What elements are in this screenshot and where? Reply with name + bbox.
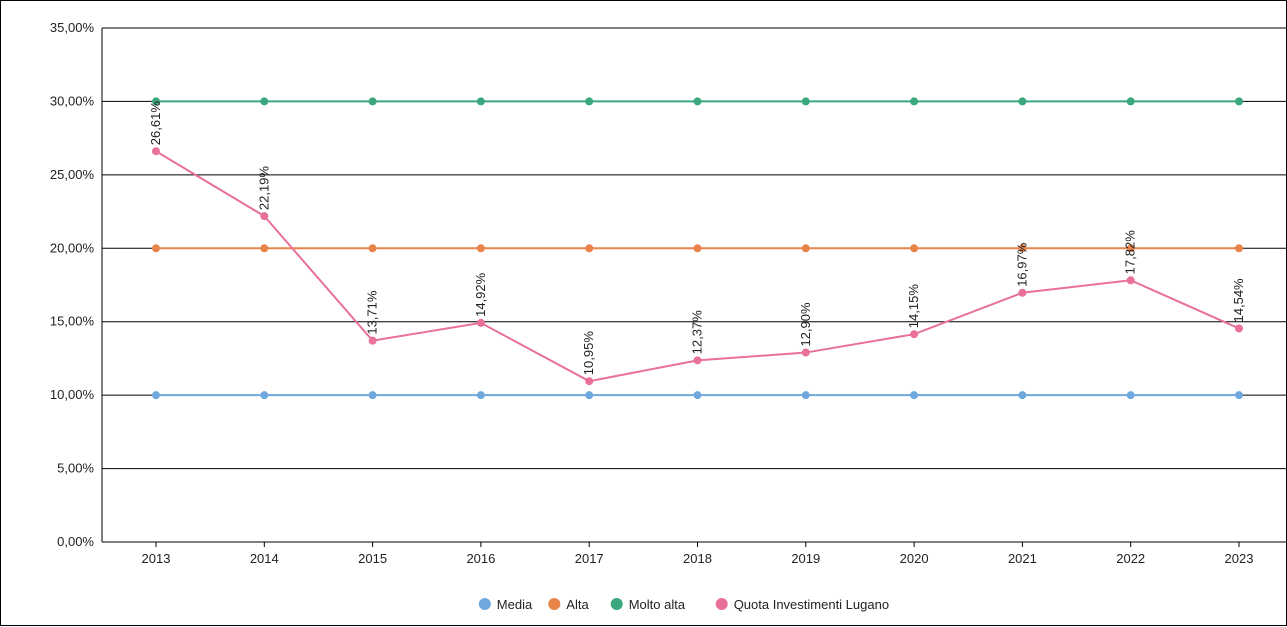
data-point-media [1235, 391, 1243, 400]
data-point-quota-investimenti-lugano [260, 212, 269, 221]
data-point-quota-investimenti-lugano [1126, 276, 1135, 285]
data-point-quota-investimenti-lugano [801, 348, 810, 357]
x-tick-label: 2018 [683, 551, 712, 566]
data-label: 14,54% [1231, 278, 1246, 323]
data-point-alta [476, 244, 485, 253]
legend: Media Alta Molto alta Quota Investimenti Lu… [478, 597, 889, 612]
data-point-alta [585, 244, 594, 253]
y-tick-label: 5,00% [57, 461, 94, 476]
x-tick-label: 2019 [791, 551, 820, 566]
data-point-quota-investimenti-lugano [693, 356, 702, 365]
data-label: 22,19% [256, 166, 271, 211]
data-point-alta [1126, 244, 1135, 253]
x-tick-label: 2017 [575, 551, 604, 566]
x-tick-label: 2016 [466, 551, 495, 566]
legend-marker-quota-investimenti-lugano [715, 598, 728, 610]
legend-label-alta: Alta [566, 597, 589, 612]
data-label: 14,15% [906, 284, 921, 329]
legend-label-molto-alta: Molto alta [629, 597, 686, 612]
x-tick-label: 2020 [900, 551, 929, 566]
data-label: 14,92% [473, 272, 488, 317]
data-point-quota-investimenti-lugano [585, 377, 594, 386]
y-tick-label: 10,00% [50, 387, 95, 402]
data-point-molto-alta [152, 97, 160, 106]
data-point-media [910, 391, 919, 400]
data-label: 17,82% [1123, 230, 1138, 275]
data-point-quota-investimenti-lugano [910, 330, 919, 339]
data-labels: 26,61% 22,19% 13,71% 14,92% 10,95% 12,37% 12,9… [148, 101, 1246, 376]
data-point-media [152, 391, 160, 400]
data-point-alta [260, 244, 269, 253]
data-point-alta [801, 244, 810, 253]
data-label: 16,97% [1014, 242, 1029, 287]
data-point-alta [368, 244, 377, 253]
y-tick-label: 35,00% [50, 20, 95, 35]
data-point-media [368, 391, 377, 400]
series-group [152, 97, 1243, 400]
legend-marker-media [478, 598, 491, 610]
gridlines [102, 27, 1287, 543]
data-point-molto-alta [260, 97, 269, 106]
data-point-molto-alta [801, 97, 810, 106]
y-tick-label: 20,00% [50, 240, 95, 255]
data-point-quota-investimenti-lugano [476, 318, 485, 327]
legend-marker-alta [548, 598, 561, 610]
y-tick-label: 15,00% [50, 314, 95, 329]
data-point-media [585, 391, 594, 400]
data-point-media [801, 391, 810, 400]
data-point-molto-alta [1235, 97, 1243, 106]
data-point-alta [1235, 244, 1243, 253]
data-point-media [476, 391, 485, 400]
data-point-molto-alta [585, 97, 594, 106]
data-point-quota-investimenti-lugano [1235, 324, 1243, 333]
data-point-molto-alta [910, 97, 919, 106]
data-point-media [260, 391, 269, 400]
data-point-alta [1018, 244, 1027, 253]
x-tick-label: 2023 [1225, 551, 1254, 566]
data-label: 12,37% [690, 310, 705, 355]
data-point-media [1018, 391, 1027, 400]
data-point-molto-alta [368, 97, 377, 106]
data-label: 12,90% [798, 302, 813, 347]
data-point-molto-alta [1018, 97, 1027, 106]
data-point-quota-investimenti-lugano [368, 336, 377, 345]
x-tick-label: 2015 [358, 551, 387, 566]
data-point-molto-alta [476, 97, 485, 106]
data-point-alta [693, 244, 702, 253]
data-point-alta [910, 244, 919, 253]
data-point-media [693, 391, 702, 400]
x-tick-label: 2014 [250, 551, 279, 566]
y-tick-label: 0,00% [57, 534, 94, 549]
legend-marker-molto-alta [610, 598, 623, 610]
data-label: 13,71% [365, 290, 380, 335]
data-point-molto-alta [693, 97, 702, 106]
data-label: 10,95% [581, 331, 596, 376]
x-tick-label: 2022 [1116, 551, 1145, 566]
data-point-alta [152, 244, 160, 253]
y-tick-label: 25,00% [50, 167, 95, 182]
data-point-media [1126, 391, 1135, 400]
x-axis: 2013 2014 2015 2016 2017 2018 2019 2020 2021 2022… [142, 542, 1254, 566]
legend-label-quota-investimenti-lugano: Quota Investimenti Lugano [734, 597, 889, 612]
y-axis: 0,00% 5,00% 10,00% 15,00% 20,00% 25,00% 30,00%… [50, 20, 103, 549]
legend-label-media: Media [497, 597, 533, 612]
x-tick-label: 2013 [142, 551, 171, 566]
data-point-molto-alta [1126, 97, 1135, 106]
data-label: 26,61% [148, 101, 163, 146]
y-tick-label: 30,00% [50, 93, 95, 108]
data-point-quota-investimenti-lugano [1018, 288, 1027, 297]
x-tick-label: 2021 [1008, 551, 1037, 566]
data-point-quota-investimenti-lugano [152, 147, 160, 156]
